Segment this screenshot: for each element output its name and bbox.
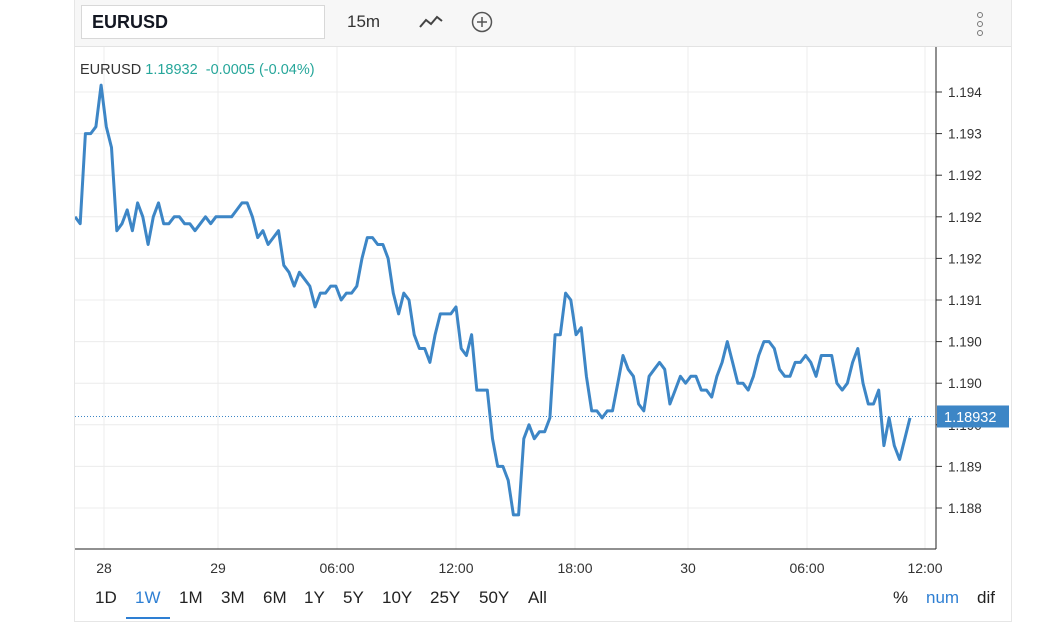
mode-button-dif[interactable]: dif bbox=[977, 588, 995, 607]
price-tag bbox=[937, 405, 1009, 428]
legend-symbol: EURUSD bbox=[80, 62, 142, 78]
range-button-25y[interactable]: 25Y bbox=[430, 588, 461, 607]
line-chart-icon[interactable] bbox=[419, 14, 443, 30]
plus-circle-icon[interactable] bbox=[471, 11, 493, 33]
range-button-3m[interactable]: 3M bbox=[221, 588, 245, 607]
legend-price: 1.18932 bbox=[145, 62, 198, 78]
price-series-line bbox=[75, 83, 912, 517]
active-range-indicator bbox=[126, 617, 170, 619]
range-button-1w[interactable]: 1W bbox=[135, 588, 161, 607]
more-vertical-icon[interactable] bbox=[970, 10, 990, 38]
mode-button-num[interactable]: num bbox=[926, 588, 960, 607]
x-tick-label: 06:00 bbox=[319, 560, 354, 576]
chart-widget: 15m bbox=[74, 0, 1012, 622]
y-tick-label: 1.188 bbox=[948, 501, 982, 516]
x-tick-label: 12:00 bbox=[438, 560, 473, 576]
range-button-1d[interactable]: 1D bbox=[95, 588, 117, 607]
x-tick-label: 30 bbox=[680, 560, 696, 576]
y-tick-label: 1.192 bbox=[948, 168, 982, 183]
interval-selector[interactable]: 15m bbox=[347, 12, 381, 31]
y-tick-label: 1.189 bbox=[948, 459, 982, 474]
y-tick-label: 1.192 bbox=[948, 251, 982, 266]
price-chart[interactable]: 1.194 1.193 1.192 1.192 1.192 1.191 1.190 1.190… bbox=[75, 47, 1015, 587]
range-button-5y[interactable]: 5Y bbox=[343, 588, 364, 607]
legend-change: -0.0005 (-0.04%) bbox=[205, 62, 315, 78]
x-tick-label: 18:00 bbox=[557, 560, 592, 576]
price-tag-label: 1.18932 bbox=[944, 410, 996, 426]
x-tick-label: 29 bbox=[210, 560, 226, 576]
range-selector: 1D 1W 1M 3M 6M 1Y 5Y 10Y 25Y 50Y All bbox=[0, 586, 1047, 616]
y-tick-label: 1.194 bbox=[948, 85, 982, 100]
range-button-10y[interactable]: 10Y bbox=[382, 588, 413, 607]
range-button-all[interactable]: All bbox=[528, 588, 547, 607]
chart-legend: EURUSD 1.18932 -0.0005 (-0.04%) bbox=[80, 62, 315, 78]
range-button-50y[interactable]: 50Y bbox=[479, 588, 510, 607]
range-button-1m[interactable]: 1M bbox=[179, 588, 203, 607]
mode-button-percent[interactable]: % bbox=[893, 588, 909, 607]
range-button-1y[interactable]: 1Y bbox=[304, 588, 325, 607]
x-tick-label: 12:00 bbox=[907, 560, 942, 576]
y-tick-label: 1.190 bbox=[948, 376, 982, 391]
y-tick-label: 1.192 bbox=[948, 210, 982, 225]
y-tick-label: 1.193 bbox=[948, 127, 982, 142]
symbol-input[interactable] bbox=[81, 5, 325, 39]
toolbar: 15m bbox=[75, 0, 1011, 47]
x-tick-label: 28 bbox=[96, 560, 112, 576]
x-tick-label: 06:00 bbox=[789, 560, 824, 576]
y-tick-label: 1.191 bbox=[948, 293, 982, 308]
y-tick-label: 1.190 bbox=[948, 335, 982, 350]
range-button-6m[interactable]: 6M bbox=[263, 588, 287, 607]
